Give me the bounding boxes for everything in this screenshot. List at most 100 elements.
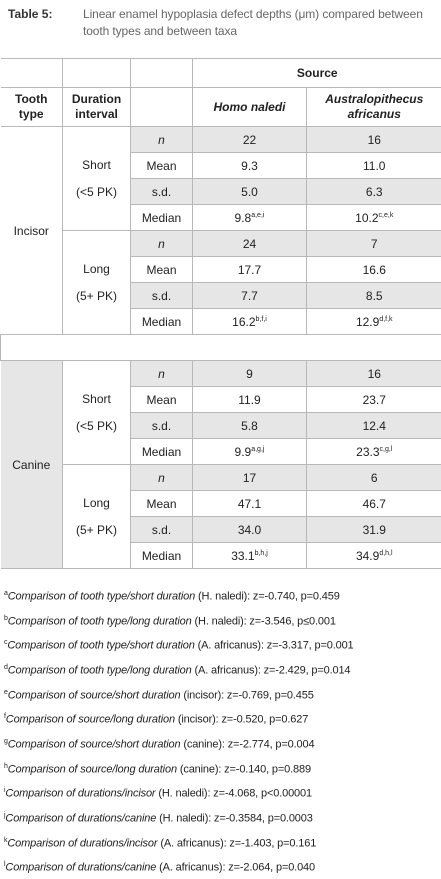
stat-name: Median [131,205,193,231]
footnote-stats: : z=-0.769, p=0.455 [221,689,314,701]
value-cell: 10.2c,e,k [307,205,441,231]
value-cell: 7 [307,231,441,257]
stat-name: s.d. [131,517,193,543]
stat-name: n [131,361,193,387]
footnote-group: (canine) [183,739,222,751]
value-cell: 34.9d,h,l [307,543,441,569]
tooth-type: Canine [1,361,63,569]
footnote-ref: a,g,j [251,446,264,453]
duration: Long(5+ PK) [63,465,131,569]
page: Table 5: Linear enamel hypoplasia defect… [0,0,441,859]
duration-label: (<5 PK) [65,179,128,206]
value-cell: 16.2b,f,i [193,309,307,335]
value-cell: 7.7 [193,283,307,309]
value-cell: 6 [307,465,441,491]
footnote: lComparison of durations/canine (A. afri… [4,854,440,879]
value-cell: 23.3c,g,l [307,439,441,465]
footnote-stats: : z=-2.774, p=0.004 [222,739,315,751]
value-cell: 33.1b,h,j [193,543,307,569]
value-cell: 5.8 [193,413,307,439]
footnote-text: Comparison of tooth type/long duration [8,665,192,677]
empty-cell [131,59,193,88]
footnote: iComparison of durations/incisor (H. nal… [4,780,440,805]
footnote-stats: : z=-3.546, p≤0.001 [244,615,336,627]
value-cell: 16.6 [307,257,441,283]
footnote-text: Comparison of tooth type/long duration [8,615,192,627]
footnote-text: Comparison of durations/incisor [7,837,157,849]
duration-label: Long [65,256,128,283]
footnote-group: (A. africanus) [160,837,223,849]
footnote-group: (H. naledi) [195,615,244,627]
footnote-text: Comparison of tooth type/short duration [8,591,195,603]
spacer-row [1,335,441,361]
footnote-ref: b,h,j [255,550,268,557]
value: 10.2 [355,211,378,225]
footnote: eComparison of source/short duration (in… [4,682,440,707]
empty-cell [1,59,63,88]
value-cell: 22 [193,127,307,153]
stat-name: n [131,127,193,153]
value-cell: 16 [307,361,441,387]
value: 16.2 [232,315,255,329]
footnote-ref: d,h,l [379,550,392,557]
footnote-group: (H. naledi) [158,788,207,800]
footnote: gComparison of source/short duration (ca… [4,731,440,756]
value-cell: 31.9 [307,517,441,543]
duration-label: Short [65,386,128,413]
empty-cell [131,88,193,127]
footnote: hComparison of source/long duration (can… [4,756,440,781]
stat-name: n [131,231,193,257]
caption-text: Linear enamel hypoplasia defect depths (… [83,6,436,40]
value-cell: 17 [193,465,307,491]
footnote-group: (A. africanus) [198,640,261,652]
footnote-group: (incisor) [178,714,216,726]
footnote-stats: : z=-4.068, p<0.00001 [207,788,312,800]
footnote-text: Comparison of tooth type/short duration [7,640,194,652]
value-cell: 6.3 [307,179,441,205]
stat-name: Mean [131,257,193,283]
value-cell: 9.3 [193,153,307,179]
stat-name: Mean [131,491,193,517]
tooth-header: Tooth type [1,88,63,127]
footnote: jComparison of durations/canine (H. nale… [4,805,440,830]
footnote-stats: : z=-3.317, p=0.001 [261,640,354,652]
stat-name: Median [131,309,193,335]
footnote-ref: d,f,k [379,316,392,323]
footnote-group: (canine) [180,763,219,775]
footnote-ref: a,e,i [251,212,264,219]
duration: Short(<5 PK) [63,361,131,465]
stat-name: Mean [131,387,193,413]
duration-label: (5+ PK) [65,283,128,310]
value-cell: 11.0 [307,153,441,179]
footnote-stats: : z=-0.520, p=0.627 [216,714,309,726]
footnote-text: Comparison of source/long duration [8,763,177,775]
value-cell: 47.1 [193,491,307,517]
value-cell: 8.5 [307,283,441,309]
value: 34.9 [356,549,379,563]
table-caption: Table 5: Linear enamel hypoplasia defect… [8,6,436,40]
stat-name: Mean [131,153,193,179]
value-cell: 11.9 [193,387,307,413]
stat-name: s.d. [131,283,193,309]
footnote-text: Comparison of source/short duration [8,739,181,751]
value: 9.8 [235,211,252,225]
footnote-group: (H. naledi) [159,813,208,825]
stat-name: n [131,465,193,491]
source-header: Source [193,59,441,88]
value-cell: 9 [193,361,307,387]
footnote-text: Comparison of durations/canine [5,813,156,825]
value: 9.9 [235,445,252,459]
value-cell: 12.9d,f,k [307,309,441,335]
taxon-header: Australopithecus africanus [307,88,441,127]
footnote-text: Comparison of durations/incisor [5,788,155,800]
footnote-ref: c,e,k [379,212,394,219]
footnote: kComparison of durations/incisor (A. afr… [4,830,440,855]
duration: Short(<5 PK) [63,127,131,231]
value-cell: 34.0 [193,517,307,543]
footnote: dComparison of tooth type/long duration … [4,657,440,682]
value: 33.1 [231,549,254,563]
